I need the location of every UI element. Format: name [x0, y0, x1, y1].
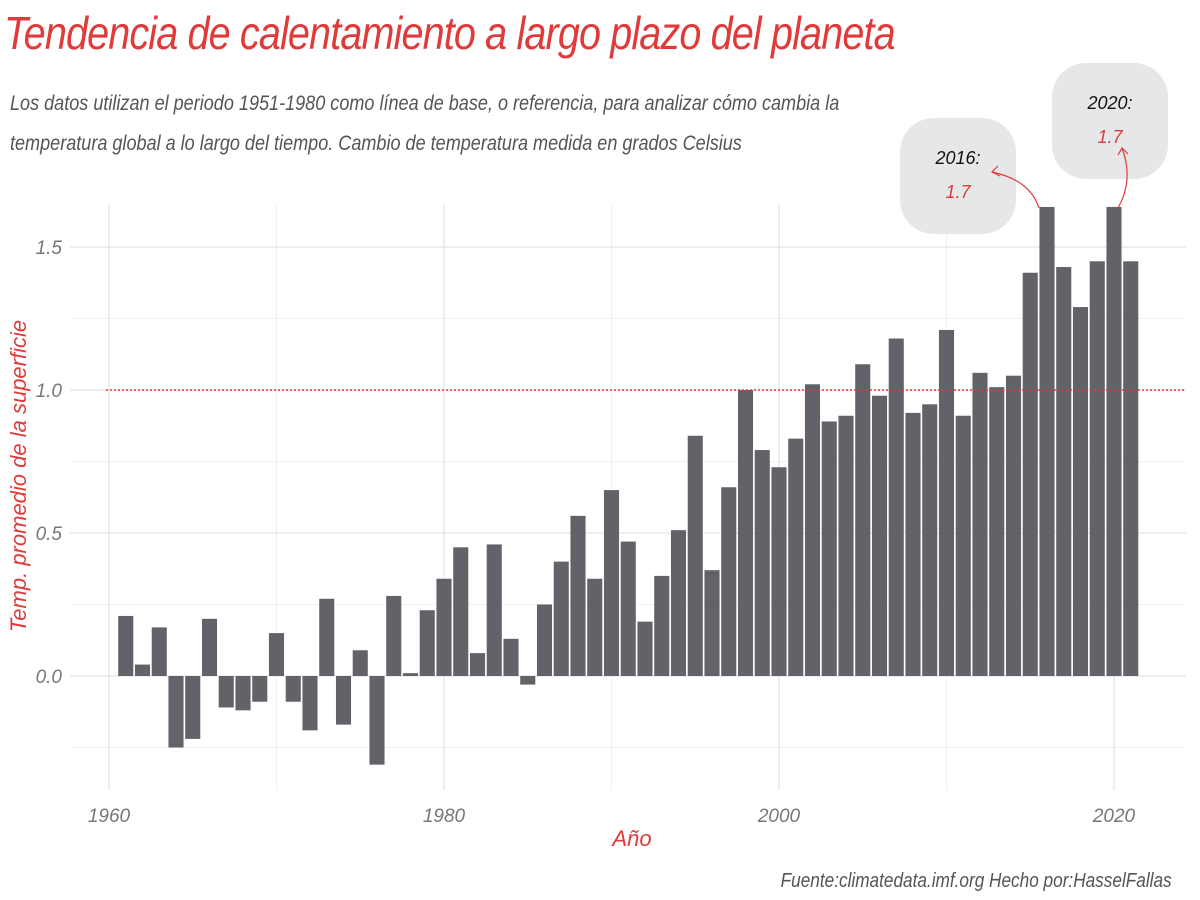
bar-1972	[302, 676, 318, 731]
bar-2003	[821, 421, 837, 676]
bar-1998	[737, 390, 754, 676]
bar-2016	[1039, 206, 1055, 676]
bar-1989	[587, 578, 603, 676]
bar-1975	[352, 650, 368, 676]
bar-1982	[469, 653, 486, 676]
x-tick-label: 2020	[1092, 806, 1136, 827]
bar-2000	[771, 467, 787, 676]
bar-2021	[1123, 261, 1139, 676]
bar-1967	[218, 676, 234, 708]
bar-2005	[855, 364, 871, 676]
bar-2017	[1056, 267, 1072, 676]
bar-2006	[871, 395, 888, 676]
annotation-box	[1052, 63, 1168, 179]
bar-1978	[402, 673, 419, 676]
bar-1980	[436, 578, 452, 676]
bar-1991	[620, 541, 636, 676]
annotation-box	[900, 118, 1016, 234]
annotation-arrow	[1117, 147, 1128, 209]
bar-1993	[654, 575, 670, 676]
bar-2015	[1022, 272, 1038, 676]
bar-1961	[118, 615, 134, 676]
x-tick-label: 1980	[423, 806, 466, 827]
bar-2001	[788, 438, 804, 676]
x-tick-label: 1960	[88, 806, 131, 827]
bar-1963	[151, 627, 167, 676]
bar-2009	[922, 404, 938, 676]
bar-1988	[570, 515, 586, 676]
bar-2019	[1089, 261, 1105, 676]
y-tick-label: 0.0	[36, 667, 63, 688]
bar-1983	[486, 544, 502, 676]
chart-caption: Fuente:climatedata.imf.org Hecho por:Has…	[780, 870, 1172, 892]
bar-1996	[704, 570, 720, 676]
bar-2018	[1072, 307, 1089, 676]
annotation-arrow	[991, 171, 1040, 209]
x-tick-label: 2000	[757, 806, 801, 827]
bar-1984	[503, 638, 519, 676]
bar-1977	[386, 595, 402, 676]
chart-title: Tendencia de calentamiento a largo plazo…	[4, 7, 896, 59]
annotation-value: 1.7	[1097, 127, 1123, 147]
bar-2020	[1106, 206, 1122, 676]
bar-1962	[134, 664, 151, 676]
bar-1990	[603, 490, 620, 676]
chart-subtitle: Los datos utilizan el periodo 1951-1980 …	[10, 92, 840, 155]
bar-2008	[905, 412, 921, 676]
x-axis-label: Año	[610, 826, 651, 851]
y-tick-label: 1.0	[36, 381, 63, 402]
annotation-year: 2020:	[1086, 93, 1132, 113]
bar-1969	[252, 676, 268, 702]
bar-2011	[955, 415, 971, 676]
bar-2004	[838, 415, 854, 676]
bar-1994	[670, 530, 687, 676]
bar-1965	[185, 676, 201, 739]
bar-1971	[285, 676, 301, 702]
bar-1968	[235, 676, 251, 711]
bar-1976	[369, 676, 385, 765]
annotation-value: 1.7	[945, 182, 971, 202]
y-tick-label: 0.5	[36, 524, 63, 545]
bar-1981	[453, 547, 469, 676]
bar-1999	[754, 450, 770, 676]
bar-1992	[637, 621, 653, 676]
bar-2013	[989, 387, 1005, 676]
bar-1964	[168, 676, 184, 748]
bar-1985	[520, 676, 536, 685]
bar-2007	[888, 338, 904, 676]
y-axis-label: Temp. promedio de la superficie	[6, 320, 31, 632]
bar-2010	[938, 329, 955, 676]
bar-1973	[319, 598, 335, 676]
arrowhead-icon	[990, 165, 1001, 177]
bar-1986	[536, 604, 553, 676]
bar-2012	[972, 372, 988, 676]
bar-1966	[201, 618, 218, 676]
bar-1974	[335, 676, 352, 725]
bar-1995	[687, 435, 703, 676]
bar-2002	[804, 384, 821, 676]
bar-1987	[553, 561, 569, 676]
bar-1997	[721, 487, 737, 676]
bar-1979	[419, 610, 435, 676]
annotation-year: 2016:	[934, 148, 980, 168]
y-tick-label: 1.5	[36, 238, 63, 259]
bar-1970	[268, 633, 285, 676]
bar-2014	[1005, 375, 1022, 676]
arrowhead-icon	[1117, 147, 1129, 156]
